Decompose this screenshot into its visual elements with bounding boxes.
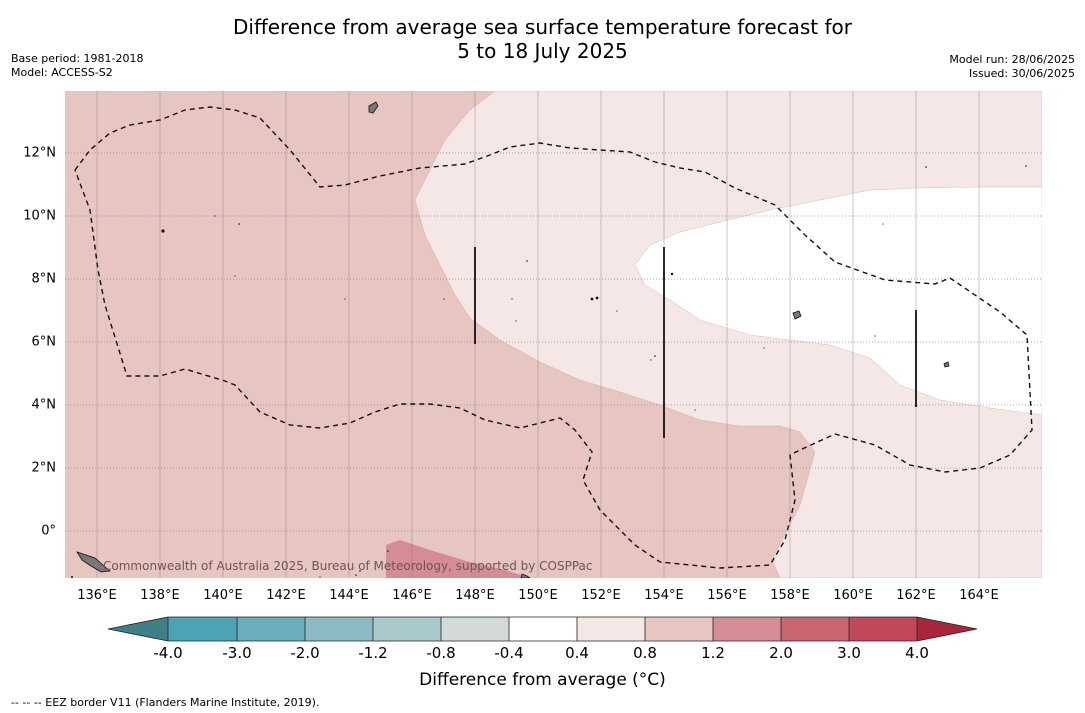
lon-label-162e: 162°E: [896, 588, 936, 603]
eez-legend-note: -- -- -- EEZ border V11 (Flanders Marine…: [11, 696, 320, 709]
colorbar-axis-label: Difference from average (°C): [419, 670, 666, 690]
island-south: [520, 573, 531, 578]
colorbar-tick-label: 4.0: [905, 644, 929, 662]
lon-label-158e: 158°E: [770, 588, 810, 603]
map-title-line1: Difference from average sea surface temp…: [232, 15, 852, 39]
model-name-text: Model: ACCESS-S2: [11, 66, 113, 79]
colorbar-tick-label: 3.0: [837, 644, 861, 662]
eez-border-lines: [74, 106, 1033, 569]
base-period-text: Base period: 1981-2018: [11, 52, 144, 65]
lon-label-164e: 164°E: [959, 588, 999, 603]
issued-date-text: Issued: 30/06/2025: [968, 67, 1075, 80]
lat-label-2n: 2°N: [31, 460, 57, 476]
colorbar-tick-label: -0.4: [494, 644, 524, 662]
colorbar-tick-label: -1.2: [358, 644, 388, 662]
colorbar-tick-label: -4.0: [153, 644, 183, 662]
lon-label-136e: 136°E: [77, 588, 117, 603]
lon-label-154e: 154°E: [644, 588, 684, 603]
lon-label-156e: 156°E: [707, 588, 747, 603]
colorbar-tick-label: 2.0: [769, 644, 793, 662]
colorbar-tick-label: 1.2: [701, 644, 725, 662]
lat-label-8n: 8°N: [31, 271, 57, 287]
lon-label-144e: 144°E: [329, 588, 369, 603]
lon-label-140e: 140°E: [203, 588, 243, 603]
colorbar-bin: [713, 617, 781, 641]
colorbar-under-arrow: [108, 617, 168, 641]
island-mid-east: [792, 310, 802, 320]
colorbar-bin: [237, 617, 305, 641]
colorbar-tick-label: 0.4: [565, 644, 589, 662]
map-title-line2: 5 to 18 July 2025: [457, 39, 628, 63]
colorbar-over-arrow: [917, 617, 977, 641]
lon-label-148e: 148°E: [455, 588, 495, 603]
colorbar-tick-label: -3.0: [222, 644, 252, 662]
islets: [71, 165, 1027, 578]
boundary-markers: [474, 247, 917, 438]
colorbar-bin: [645, 617, 713, 641]
colorbar-bin: [849, 617, 917, 641]
colorbar-tick-label: 0.8: [633, 644, 657, 662]
eez-border-west: [74, 106, 1033, 569]
colorbar-tick-label: -0.8: [426, 644, 456, 662]
colorbar-bin: [305, 617, 373, 641]
colorbar-bin: [373, 617, 441, 641]
colorbar-bin: [577, 617, 645, 641]
anomaly-band-neutral: [634, 186, 1042, 416]
colorbar: [107, 616, 978, 642]
lat-label-12n: 12°N: [23, 145, 56, 161]
lat-label-4n: 4°N: [31, 397, 57, 413]
anomaly-band-1p2-2p0: [386, 540, 530, 578]
lon-label-146e: 146°E: [392, 588, 432, 603]
graticule-meridians: [96, 91, 980, 578]
lon-label-160e: 160°E: [833, 588, 873, 603]
graticule-parallels: [65, 152, 1042, 532]
model-run-text: Model run: 28/06/2025: [949, 53, 1075, 66]
lat-label-0: 0°: [41, 523, 56, 539]
islands: [76, 101, 950, 578]
colorbar-bin: [168, 617, 237, 641]
lon-label-150e: 150°E: [518, 588, 558, 603]
island-east: [943, 361, 950, 368]
attribution-watermark: Commonwealth of Australia 2025, Bureau o…: [103, 559, 593, 573]
colorbar-bin: [509, 617, 577, 641]
lat-label-6n: 6°N: [31, 334, 57, 350]
colorbar-bin: [781, 617, 849, 641]
lon-label-152e: 152°E: [581, 588, 621, 603]
sst-anomaly-map: Commonwealth of Australia 2025, Bureau o…: [65, 91, 1042, 578]
lon-label-142e: 142°E: [266, 588, 306, 603]
island-southwest: [76, 551, 111, 573]
colorbar-bin: [441, 617, 509, 641]
colorbar-tick-label: -2.0: [290, 644, 320, 662]
island-north: [368, 101, 379, 114]
lat-label-10n: 10°N: [23, 208, 56, 224]
lon-label-138e: 138°E: [140, 588, 180, 603]
